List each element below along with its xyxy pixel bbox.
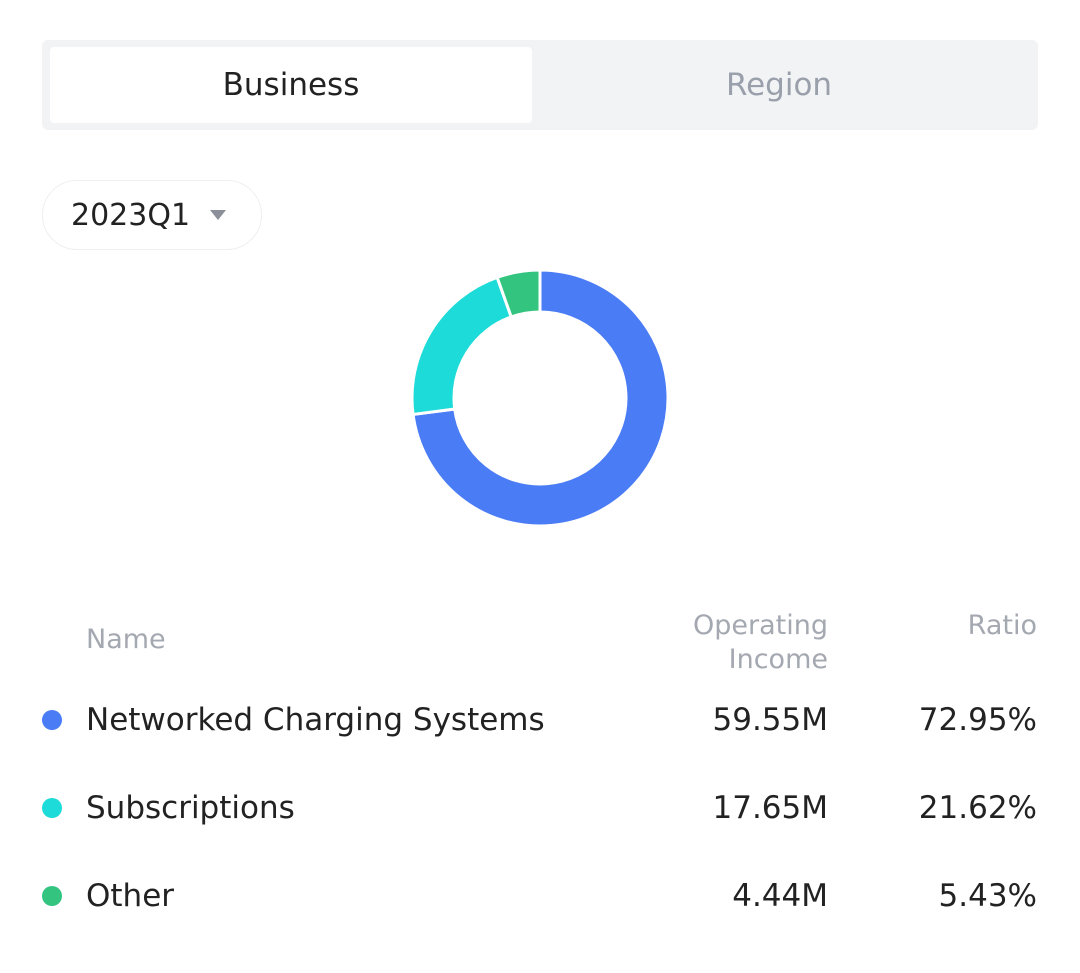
column-header: Name xyxy=(86,624,166,655)
donut-chart xyxy=(410,268,670,528)
row-name: Other xyxy=(86,878,175,914)
legend-dot xyxy=(42,886,62,906)
row-income: 59.55M xyxy=(712,702,829,738)
legend-dot xyxy=(42,798,62,818)
tab[interactable]: Business xyxy=(50,47,532,123)
column-header: Ratio xyxy=(967,610,1037,641)
row-name: Subscriptions xyxy=(86,790,295,826)
tab[interactable]: Region xyxy=(725,67,833,103)
dropdown-arrow xyxy=(210,210,227,220)
donut-slice xyxy=(495,268,542,319)
row-ratio: 72.95% xyxy=(918,702,1037,738)
period-dropdown[interactable]: 2023Q1 xyxy=(42,180,262,250)
donut-slice xyxy=(410,275,514,417)
legend-dot xyxy=(42,710,62,730)
row-income: 4.44M xyxy=(732,878,828,914)
tab-bar: Business Region xyxy=(42,40,1038,130)
donut-slice xyxy=(411,268,670,528)
row-name: Networked Charging Systems xyxy=(86,702,545,738)
row-ratio: 21.62% xyxy=(918,790,1037,826)
column-header: Operating Income xyxy=(693,610,828,675)
row-ratio: 5.43% xyxy=(938,878,1037,914)
period-label: 2023Q1 xyxy=(71,197,191,233)
row-income: 17.65M xyxy=(712,790,829,826)
